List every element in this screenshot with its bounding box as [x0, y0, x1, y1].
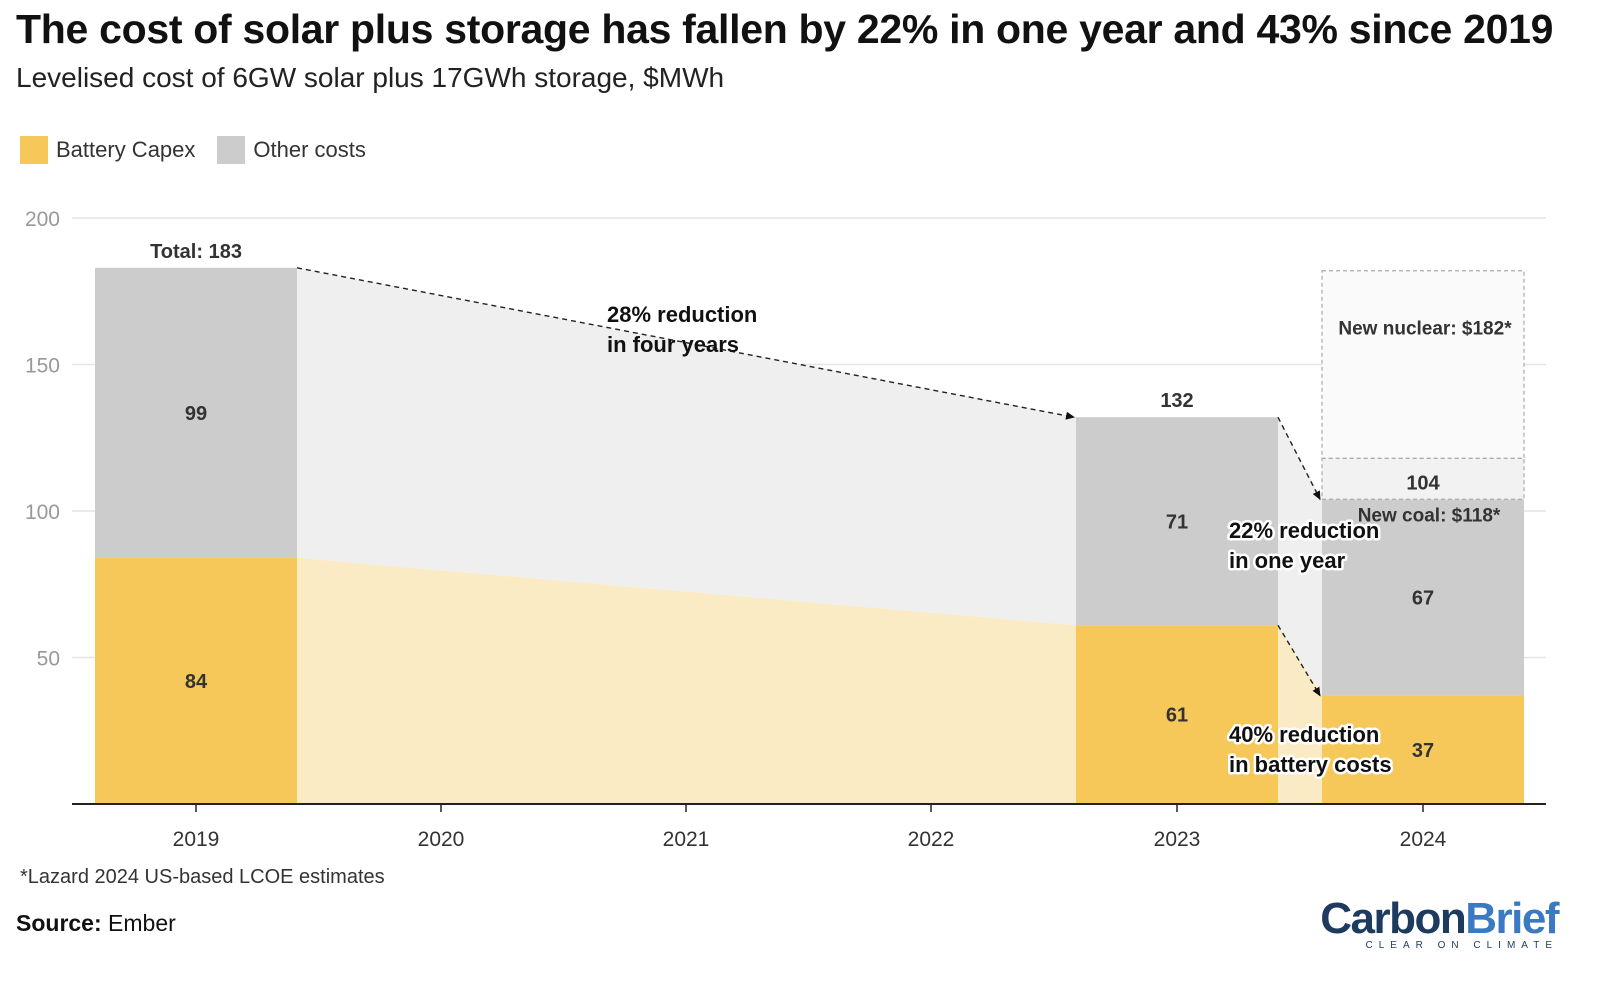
bar-battery-capex-2024 — [1322, 695, 1524, 804]
connector-band-other-1 — [1278, 417, 1322, 696]
footnote: *Lazard 2024 US-based LCOE estimates — [20, 866, 385, 888]
legend-label-other-costs: Other costs — [253, 137, 366, 162]
value-label-battery-2024: 37 — [1412, 740, 1434, 762]
bar-other-costs-2024 — [1322, 499, 1524, 696]
logo-tagline: CLEAR ON CLIMATE — [1365, 940, 1558, 951]
arrow-2019-2023-total — [296, 267, 1075, 420]
annotation-28pct-line2: in four years — [607, 332, 739, 357]
value-label-battery-2023: 61 — [1166, 705, 1188, 727]
logo-brief-text: Brief — [1465, 894, 1559, 943]
bar-battery-capex-2023 — [1076, 625, 1278, 804]
arrow-2023-2024-total — [1277, 416, 1321, 501]
chart-plot: 50 100 150 200 New nuclear: $182* New coal: $… — [25, 208, 1546, 851]
annotation-40pct-line2: in battery costs — [1229, 752, 1392, 777]
connector-band-battery-1 — [1278, 625, 1322, 804]
y-tick-label-100: 100 — [25, 501, 60, 524]
benchmark-label-nuclear: New nuclear: $182* — [1338, 319, 1512, 340]
source-line: Source: Ember — [16, 910, 176, 937]
x-tick-label-2022: 2022 — [908, 828, 955, 851]
value-label-battery-2019: 84 — [185, 671, 208, 693]
chart-title: The cost of solar plus storage has falle… — [16, 6, 1554, 52]
value-label-other-2019: 99 — [185, 403, 207, 425]
y-tick-label-200: 200 — [25, 208, 60, 231]
total-label-2023: 132 — [1160, 390, 1193, 412]
connector-band-other-0 — [297, 267, 1076, 626]
legend-swatch-other-costs — [217, 136, 246, 164]
annotation-22pct-line1: 22% reduction — [1229, 518, 1379, 543]
carbonbrief-logo: CarbonBrief CLEAR ON CLIMATE — [1320, 894, 1559, 952]
legend: Battery Capex Other costs — [20, 136, 388, 164]
y-tick-label-150: 150 — [25, 355, 60, 378]
bar-battery-capex-2019 — [95, 557, 297, 804]
y-tick-label-50: 50 — [37, 648, 60, 671]
legend-item-other-costs: Other costs — [217, 136, 366, 164]
x-tick-label-2023: 2023 — [1154, 828, 1201, 851]
legend-item-battery-capex: Battery Capex — [20, 136, 195, 164]
bar-other-costs-2019 — [95, 267, 297, 558]
value-label-other-2023: 71 — [1166, 511, 1188, 533]
total-label-2024: 104 — [1406, 472, 1440, 494]
benchmark-box-nuclear — [1321, 270, 1525, 459]
bar-other-costs-2023 — [1076, 417, 1278, 626]
x-tick-label-2024: 2024 — [1400, 828, 1447, 851]
x-tick-label-2019: 2019 — [173, 828, 220, 851]
benchmark-label-coal: New coal: $118* — [1358, 505, 1501, 526]
chart-subtitle: Levelised cost of 6GW solar plus 17GWh s… — [16, 62, 725, 93]
value-label-other-2024: 67 — [1412, 587, 1434, 609]
logo-carbon-text: Carbon — [1320, 894, 1467, 943]
connector-band-battery-0 — [297, 557, 1076, 804]
total-label-2019: Total: 183 — [150, 241, 242, 263]
legend-label-battery-capex: Battery Capex — [56, 137, 196, 162]
annotation-40pct-line1: 40% reduction — [1229, 722, 1379, 747]
x-tick-label-2020: 2020 — [418, 828, 465, 851]
annotation-22pct-line2: in one year — [1229, 548, 1346, 573]
source-label: Source: — [16, 910, 102, 936]
legend-swatch-battery-capex — [20, 136, 48, 164]
x-tick-label-2021: 2021 — [663, 828, 710, 851]
arrow-2023-2024-battery — [1277, 624, 1321, 697]
source-value: Ember — [108, 910, 176, 936]
annotation-28pct-line1: 28% reduction — [607, 302, 757, 327]
